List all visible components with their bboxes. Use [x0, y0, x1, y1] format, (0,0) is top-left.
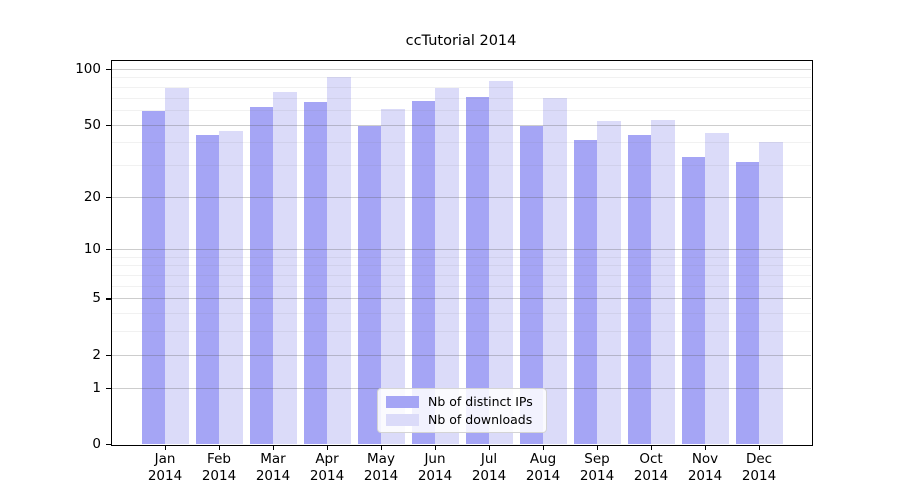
x-tick-label: Jan 2014	[147, 451, 183, 484]
legend-swatch-distinct-ips	[386, 395, 419, 408]
x-tick	[705, 445, 707, 450]
x-tick	[219, 445, 221, 450]
bar-distinct-ips	[303, 102, 327, 444]
legend: Nb of distinct IPs Nb of downloads	[377, 388, 547, 433]
x-tick	[327, 445, 329, 450]
gridline-minor	[111, 86, 811, 88]
y-tick-label: 2	[92, 346, 101, 363]
x-tick-label: Jun 2014	[417, 451, 453, 484]
bar-distinct-ips	[249, 107, 273, 444]
x-tick	[597, 445, 599, 450]
bar-distinct-ips	[195, 134, 219, 444]
x-tick	[273, 445, 275, 450]
bar-downloads	[651, 119, 675, 444]
x-tick-label: Mar 2014	[255, 451, 291, 484]
x-tick-label: Dec 2014	[741, 451, 777, 484]
bar-distinct-ips	[465, 96, 489, 444]
legend-swatch-downloads	[386, 413, 419, 426]
bar-distinct-ips	[681, 157, 705, 444]
bar-downloads	[489, 81, 513, 444]
gridline-minor	[111, 77, 811, 79]
y-tick	[106, 249, 111, 251]
bar-downloads	[381, 108, 405, 444]
x-tick-label: Oct 2014	[633, 451, 669, 484]
bar-distinct-ips	[411, 101, 435, 444]
y-tick	[106, 298, 111, 300]
bar-distinct-ips	[519, 126, 543, 444]
bar-downloads	[165, 87, 189, 444]
bar-downloads	[759, 142, 783, 444]
bar-downloads	[543, 97, 567, 444]
y-tick	[106, 444, 111, 446]
bar-downloads	[597, 121, 621, 444]
x-tick	[381, 445, 383, 450]
y-tick-label: 100	[75, 61, 101, 77]
gridline-major	[111, 69, 811, 70]
y-tick	[106, 124, 111, 126]
bar-distinct-ips	[735, 162, 759, 444]
bar-downloads	[327, 76, 351, 444]
legend-label-downloads: Nb of downloads	[428, 412, 533, 427]
bar-distinct-ips	[573, 140, 597, 444]
bar-distinct-ips	[141, 111, 165, 444]
bar-downloads	[435, 87, 459, 444]
y-tick	[106, 196, 111, 198]
x-tick-label: Feb 2014	[201, 451, 237, 484]
x-tick	[759, 445, 761, 450]
chart-title: ccTutorial 2014	[405, 33, 517, 49]
y-tick	[106, 69, 111, 71]
bar-distinct-ips	[357, 126, 381, 444]
y-tick-label: 0	[92, 436, 101, 452]
legend-label-distinct-ips: Nb of distinct IPs	[428, 394, 533, 409]
bar-downloads	[273, 92, 297, 444]
bar-downloads	[219, 131, 243, 444]
x-tick	[165, 445, 167, 450]
gridline-major	[111, 124, 811, 126]
y-tick-label: 50	[83, 116, 101, 133]
gridline-minor	[111, 97, 811, 99]
bar-distinct-ips	[627, 134, 651, 444]
x-tick-label: Apr 2014	[309, 451, 345, 484]
x-tick-label: Aug 2014	[525, 451, 561, 484]
y-tick-label: 1	[92, 379, 101, 396]
x-tick-label: Nov 2014	[687, 451, 723, 484]
y-tick	[106, 354, 111, 356]
bar-downloads	[705, 132, 729, 444]
x-tick	[543, 445, 545, 450]
x-tick	[489, 445, 491, 450]
x-tick-label: May 2014	[363, 451, 399, 484]
x-tick	[435, 445, 437, 450]
legend-item-distinct-ips: Nb of distinct IPs	[378, 394, 546, 409]
y-tick-label: 10	[83, 241, 101, 258]
gridline-minor	[111, 109, 811, 111]
legend-item-downloads: Nb of downloads	[378, 412, 546, 427]
x-tick	[651, 445, 653, 450]
y-tick-label: 20	[83, 188, 101, 205]
x-tick-label: Jul 2014	[471, 451, 507, 484]
x-tick-label: Sep 2014	[579, 451, 615, 484]
y-tick-label: 5	[92, 290, 101, 307]
y-tick	[106, 387, 111, 389]
